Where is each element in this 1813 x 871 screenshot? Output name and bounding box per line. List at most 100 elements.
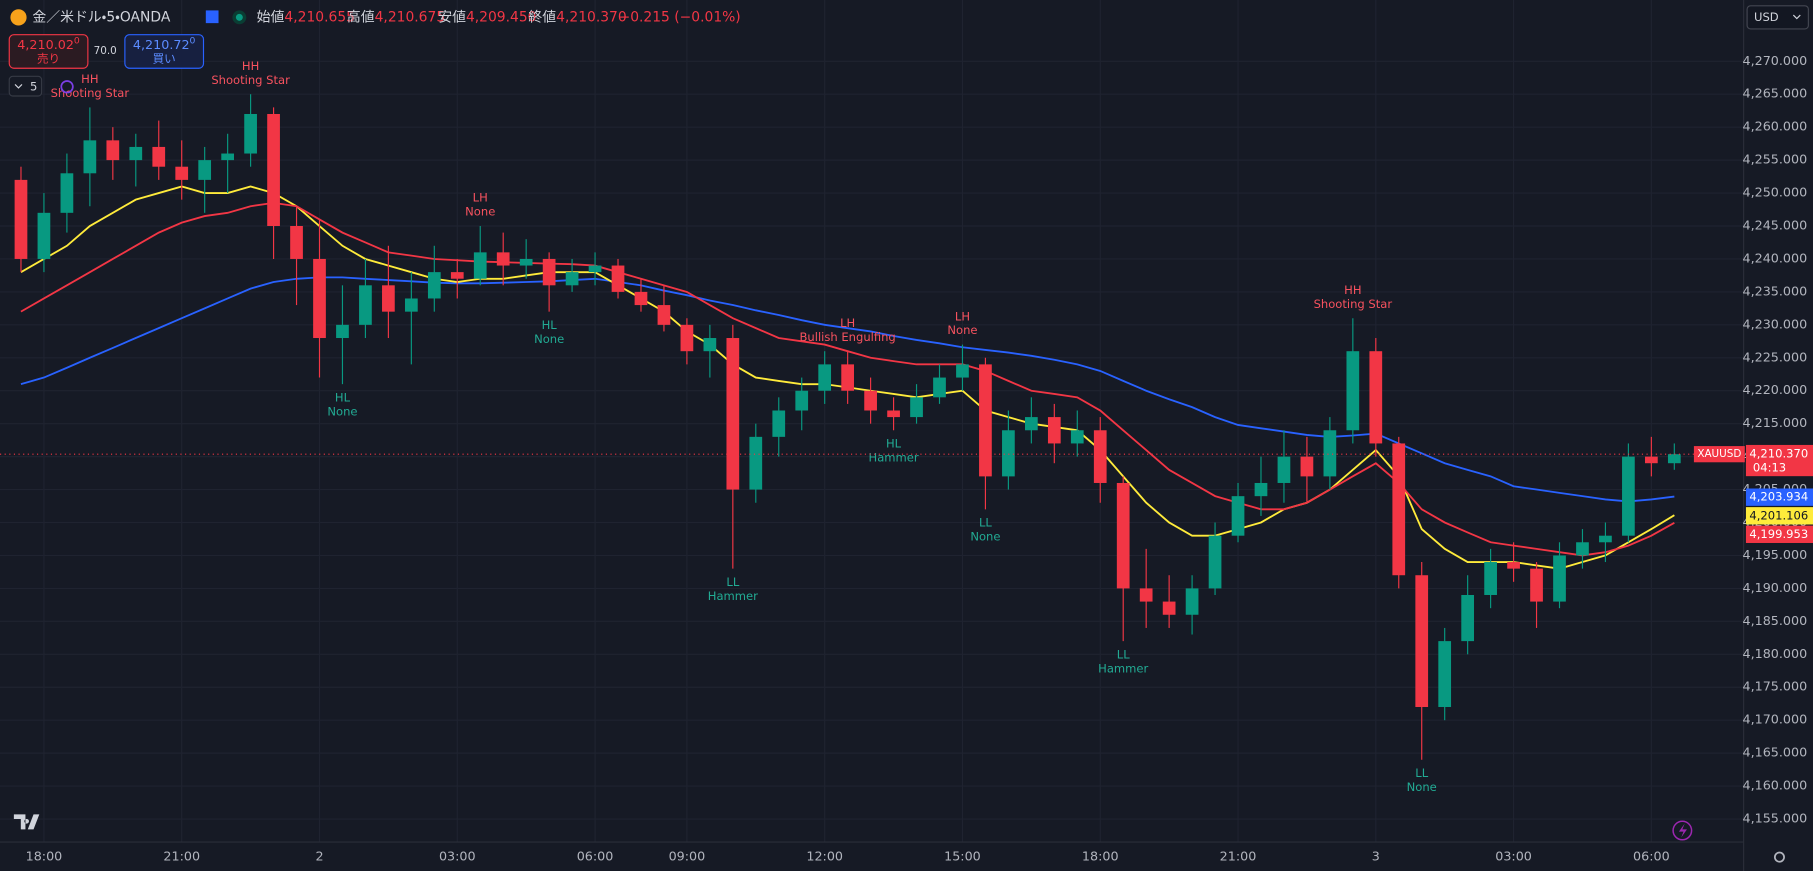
candle-body [267,113,280,227]
status-dot [235,13,243,21]
high-value: 4,210.675 [375,9,446,25]
candle-body [1116,482,1130,589]
candle-body [83,140,97,174]
buy-price-main: 4,210.72 [133,37,190,52]
pivot-label: LL [979,516,992,530]
ma-price-tag [1745,525,1813,543]
sell-price: 4,210.020 [17,35,80,52]
pivot-label: LL [1415,766,1428,780]
candle-body [1507,562,1520,569]
candle-body [795,390,809,411]
candle-body [1254,482,1268,497]
pivot-label: LH [473,191,488,205]
y-tick-label: 4,160.000 [1742,778,1807,793]
candle-body [1484,562,1497,595]
candle-body [404,298,418,312]
low-value: 4,209.450 [466,9,537,25]
pivot-label: LH [955,309,970,323]
pivot-pattern: Bullish Engulfing [800,330,896,344]
candle-body [864,390,877,411]
logo[interactable] [13,814,40,830]
lightning-button[interactable] [1672,820,1693,841]
close-value: 4,210.370 [556,9,627,25]
candle-body [1553,555,1566,602]
pivot-pattern: Hammer [1098,661,1148,675]
candle-body [1231,496,1245,536]
settings-button[interactable] [1773,851,1785,863]
candle-body [1300,456,1314,477]
low-label: 安値 [438,9,466,25]
y-tick-label: 4,255.000 [1742,152,1807,167]
candle-body [1622,456,1635,536]
pivot-label: LL [1117,647,1130,661]
currency-button[interactable] [1746,5,1809,30]
candle-body [1208,535,1222,589]
candle-body [14,179,28,259]
x-tick-label: 09:00 [669,849,706,864]
sell-button[interactable] [8,34,89,69]
candle-body [290,226,303,259]
x-tick-label: 21:00 [1220,849,1257,864]
candle-body [1277,456,1291,483]
pivot-label: LH [840,316,855,330]
lightning-icon [1678,823,1687,838]
candle-body [634,291,648,306]
symbol-name[interactable]: 金／米ドル・5・OANDA [32,9,170,25]
countdown: 04:13 [1753,461,1786,475]
symbol-tag-bg [1693,446,1745,463]
candle-body [382,285,395,312]
candle-body [1599,535,1612,543]
candle-body [1392,443,1406,576]
candle-body [1139,588,1153,602]
y-tick-label: 4,240.000 [1742,250,1807,265]
flag-icon[interactable] [205,10,219,24]
pivot-pattern: Shooting Star [51,86,130,100]
interval: 5 [30,79,37,93]
pivot-label: HL [335,391,351,405]
indicator-icon[interactable] [60,80,74,94]
candle-body [1576,542,1589,556]
candle-body [106,140,120,161]
pivot-pattern: None [947,323,977,337]
spread: 70.0 [94,45,117,57]
candle-body [887,410,900,418]
x-tick-label: 12:00 [806,849,843,864]
candle-body [1530,568,1543,602]
y-tick-label: 4,215.000 [1742,415,1807,430]
buy-button[interactable] [124,34,205,69]
candle-body [1070,430,1084,444]
candle-body [818,364,832,391]
y-tick-label: 4,195.000 [1742,547,1807,562]
candle-body [726,338,740,490]
candle-body [244,113,257,154]
candle-body [359,285,372,325]
candle-body [221,153,235,161]
candle-body [1323,430,1337,477]
interval-button[interactable] [8,75,43,97]
candle-body [657,305,671,325]
ma-price-label: 4,199.953 [1749,527,1808,541]
candle-body [1415,575,1429,708]
chevron-icon [14,84,23,89]
candle-body [841,364,855,391]
x-tick-label: 15:00 [944,849,981,864]
chevron-icon [1792,14,1801,20]
x-tick-label: 03:00 [1495,849,1532,864]
ma-price-tag [1745,507,1813,525]
sell-price-main: 4,210.02 [17,37,74,52]
grid [0,0,1744,843]
candle-body [336,324,349,339]
pivot-pattern: None [327,404,357,418]
pivot-pattern: None [970,530,1000,544]
pivot-label: LL [726,575,739,589]
candle-body [772,410,786,437]
symbol-icon [10,9,27,26]
last-price-label: 4,210.370 [1749,447,1808,461]
pivot-label: HH [1344,283,1361,297]
ma-price-label: 4,203.934 [1749,490,1808,504]
axes: 4,155.000 4,160.000 4,165.000 4,170.000 4,17… [0,53,1813,864]
y-tick-label: 4,230.000 [1742,316,1807,331]
candle-body [1438,641,1452,708]
